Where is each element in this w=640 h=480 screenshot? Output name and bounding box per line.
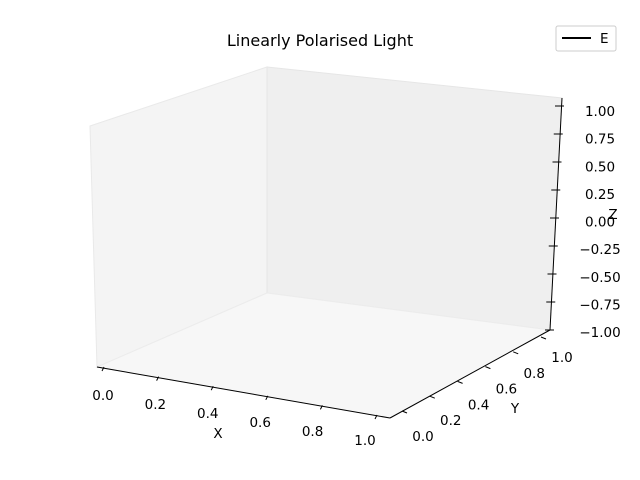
z-axis-ticks: 1.00 0.75 0.50 0.25 0.00 −0.25 −0.50 −0.75 −1.00 bbox=[545, 104, 621, 341]
y-tick-label: 0.8 bbox=[523, 366, 544, 382]
x-tick bbox=[319, 405, 323, 410]
x-tick bbox=[210, 385, 214, 391]
y-tick-label: 0.6 bbox=[496, 382, 517, 398]
z-tick-label: −1.00 bbox=[579, 325, 620, 341]
x-tick-label: 0.6 bbox=[249, 415, 270, 431]
x-tick bbox=[156, 376, 160, 381]
y-tick bbox=[457, 380, 463, 384]
x-tick bbox=[374, 414, 378, 420]
y-tick-label: 0.0 bbox=[412, 429, 433, 445]
legend: E bbox=[555, 25, 617, 52]
z-tick-label: 0.75 bbox=[585, 132, 615, 148]
x-tick bbox=[101, 366, 105, 372]
chart-title: Linearly Polarised Light bbox=[227, 31, 413, 50]
x-axis-label: X bbox=[213, 426, 222, 442]
x-tick bbox=[265, 395, 269, 401]
x-tick-label: 0.4 bbox=[197, 406, 218, 422]
z-tick-label: 1.00 bbox=[585, 104, 615, 120]
z-tick-label: −0.75 bbox=[579, 297, 620, 313]
y-tick bbox=[485, 366, 491, 370]
y-axis-ticks: 0.0 0.2 0.4 0.6 0.8 1.0 bbox=[401, 336, 573, 445]
legend-label-e: E bbox=[600, 31, 609, 47]
x-axis-ticks: 0.0 0.2 0.4 0.6 0.8 1.0 bbox=[92, 366, 378, 449]
y-tick-label: 0.4 bbox=[468, 397, 489, 413]
x-tick-label: 0.0 bbox=[92, 388, 113, 404]
y-axis-label: Y bbox=[510, 401, 520, 417]
back-pane-yz bbox=[266, 66, 563, 331]
z-tick-label: −0.25 bbox=[579, 242, 620, 258]
z-tick-label: 0.00 bbox=[585, 215, 615, 231]
z-tick-label: 0.25 bbox=[585, 187, 615, 203]
y-tick-label: 0.2 bbox=[440, 413, 461, 429]
z-tick-label: 0.50 bbox=[585, 159, 615, 175]
axis-lines bbox=[96, 97, 563, 419]
axes-panes bbox=[89, 66, 563, 419]
y-tick-label: 1.0 bbox=[551, 350, 572, 366]
y-axis-line bbox=[389, 329, 551, 419]
y-tick bbox=[401, 410, 408, 414]
x-tick-label: 1.0 bbox=[354, 433, 375, 449]
z-axis-line bbox=[549, 97, 563, 331]
y-tick bbox=[429, 395, 435, 399]
z-axis-label: Z bbox=[608, 207, 617, 223]
y-tick bbox=[540, 336, 547, 340]
y-tick bbox=[513, 351, 519, 355]
x-axis-line bbox=[96, 366, 391, 419]
z-tick-label: −0.50 bbox=[579, 270, 620, 286]
x-tick-label: 0.8 bbox=[302, 424, 323, 440]
x-tick-label: 0.2 bbox=[145, 397, 166, 413]
